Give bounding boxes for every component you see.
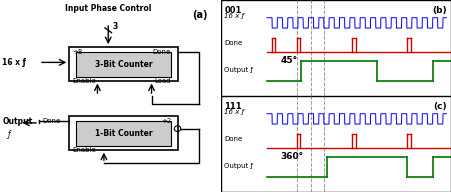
Text: Enable: Enable — [73, 147, 96, 153]
Text: Load: Load — [154, 78, 171, 84]
Text: Output ƒ: Output ƒ — [225, 163, 253, 169]
Text: (a): (a) — [192, 10, 208, 20]
Text: (b): (b) — [432, 6, 446, 15]
Text: ƒ: ƒ — [8, 130, 10, 139]
Text: Output: Output — [2, 117, 32, 126]
Text: 16 x ƒ: 16 x ƒ — [2, 58, 26, 67]
Bar — [69, 47, 178, 81]
Text: 16 x ƒ: 16 x ƒ — [225, 13, 244, 19]
Text: 16 x ƒ: 16 x ƒ — [225, 109, 244, 115]
Text: 360°: 360° — [281, 152, 304, 161]
Text: Done: Done — [225, 40, 243, 46]
Text: Done: Done — [42, 118, 60, 124]
Text: 111: 111 — [225, 102, 242, 111]
Text: 1-Bit Counter: 1-Bit Counter — [95, 129, 152, 138]
Text: ÷8: ÷8 — [73, 49, 83, 55]
Text: Done: Done — [153, 49, 171, 55]
Text: Output ƒ: Output ƒ — [225, 67, 253, 73]
Text: Done: Done — [225, 136, 243, 142]
Text: 3: 3 — [113, 22, 118, 31]
Text: (c): (c) — [433, 102, 446, 111]
Bar — [76, 52, 171, 77]
Text: 001: 001 — [225, 6, 242, 15]
Text: Enable: Enable — [73, 78, 96, 84]
Text: Input Phase Control: Input Phase Control — [65, 4, 152, 13]
Text: 45°: 45° — [281, 56, 298, 65]
Bar — [76, 121, 171, 146]
Bar — [69, 116, 178, 150]
Text: 3-Bit Counter: 3-Bit Counter — [95, 60, 152, 69]
Text: ÷2: ÷2 — [161, 118, 171, 124]
